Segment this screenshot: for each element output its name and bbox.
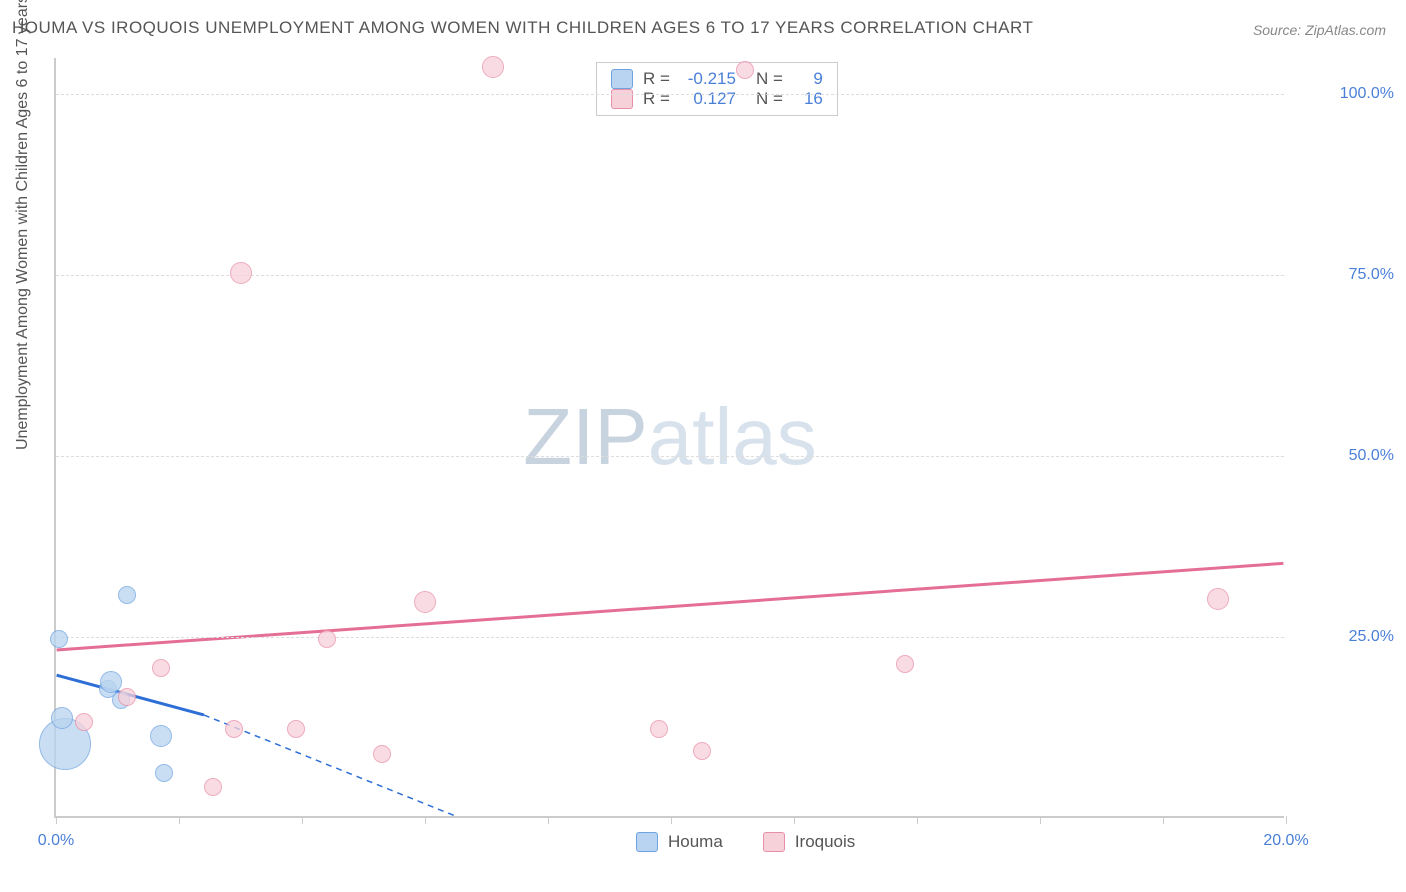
x-tick-label: 0.0% bbox=[38, 832, 74, 850]
watermark-zip: ZIP bbox=[523, 392, 647, 481]
x-tick bbox=[917, 816, 918, 824]
data-point-houma bbox=[50, 630, 68, 648]
data-point-iroquois bbox=[204, 778, 222, 796]
n-value: 16 bbox=[793, 89, 823, 109]
x-tick bbox=[1040, 816, 1041, 824]
data-point-iroquois bbox=[152, 659, 170, 677]
n-value: 9 bbox=[793, 69, 823, 89]
x-tick bbox=[302, 816, 303, 824]
x-tick bbox=[1286, 816, 1287, 824]
x-tick bbox=[1163, 816, 1164, 824]
data-point-iroquois bbox=[75, 713, 93, 731]
data-point-houma bbox=[150, 725, 172, 747]
data-point-iroquois bbox=[896, 655, 914, 673]
gridline-h bbox=[56, 456, 1284, 457]
chart-title: HOUMA VS IROQUOIS UNEMPLOYMENT AMONG WOM… bbox=[12, 18, 1033, 38]
n-label: N = bbox=[756, 89, 783, 109]
stats-row: R = -0.215 N = 9 bbox=[611, 69, 823, 89]
gridline-h bbox=[56, 94, 1284, 95]
legend-label: Houma bbox=[668, 832, 723, 852]
legend-item: Iroquois bbox=[763, 832, 855, 852]
series-swatch bbox=[611, 69, 633, 89]
r-label: R = bbox=[643, 89, 670, 109]
data-point-iroquois bbox=[414, 591, 436, 613]
y-tick-label: 75.0% bbox=[1294, 266, 1394, 284]
source-attribution: Source: ZipAtlas.com bbox=[1253, 22, 1386, 38]
data-point-houma bbox=[118, 586, 136, 604]
y-tick-label: 50.0% bbox=[1294, 447, 1394, 465]
x-tick bbox=[56, 816, 57, 824]
data-point-houma bbox=[155, 764, 173, 782]
y-tick-label: 25.0% bbox=[1294, 628, 1394, 646]
legend-label: Iroquois bbox=[795, 832, 855, 852]
watermark: ZIPatlas bbox=[523, 391, 816, 483]
data-point-iroquois bbox=[287, 720, 305, 738]
data-point-iroquois bbox=[118, 688, 136, 706]
correlation-stats-box: R = -0.215 N = 9 R = 0.127 N = 16 bbox=[596, 62, 838, 116]
x-tick bbox=[425, 816, 426, 824]
legend-swatch bbox=[763, 832, 785, 852]
x-tick bbox=[179, 816, 180, 824]
gridline-h bbox=[56, 637, 1284, 638]
scatter-plot-area: ZIPatlas R =-0.215N =9R =0.127N =16 Houm… bbox=[54, 58, 1284, 818]
data-point-iroquois bbox=[373, 745, 391, 763]
x-tick bbox=[671, 816, 672, 824]
data-point-iroquois bbox=[650, 720, 668, 738]
y-axis-label: Unemployment Among Women with Children A… bbox=[14, 0, 32, 450]
data-point-iroquois bbox=[736, 61, 754, 79]
r-label: R = bbox=[643, 69, 670, 89]
series-swatch bbox=[611, 89, 633, 109]
chart-legend: Houma Iroquois bbox=[636, 832, 855, 852]
data-point-houma bbox=[51, 707, 73, 729]
data-point-iroquois bbox=[1207, 588, 1229, 610]
x-tick-label: 20.0% bbox=[1263, 832, 1308, 850]
r-value: -0.215 bbox=[680, 69, 736, 89]
data-point-iroquois bbox=[230, 262, 252, 284]
stats-row: R = 0.127 N = 16 bbox=[611, 89, 823, 109]
data-point-iroquois bbox=[318, 630, 336, 648]
watermark-atlas: atlas bbox=[648, 392, 817, 481]
data-point-iroquois bbox=[693, 742, 711, 760]
r-value: 0.127 bbox=[680, 89, 736, 109]
data-point-iroquois bbox=[225, 720, 243, 738]
y-tick-label: 100.0% bbox=[1294, 85, 1394, 103]
legend-swatch bbox=[636, 832, 658, 852]
n-label: N = bbox=[756, 69, 783, 89]
data-point-iroquois bbox=[482, 56, 504, 78]
legend-item: Houma bbox=[636, 832, 723, 852]
x-tick bbox=[794, 816, 795, 824]
x-tick bbox=[548, 816, 549, 824]
